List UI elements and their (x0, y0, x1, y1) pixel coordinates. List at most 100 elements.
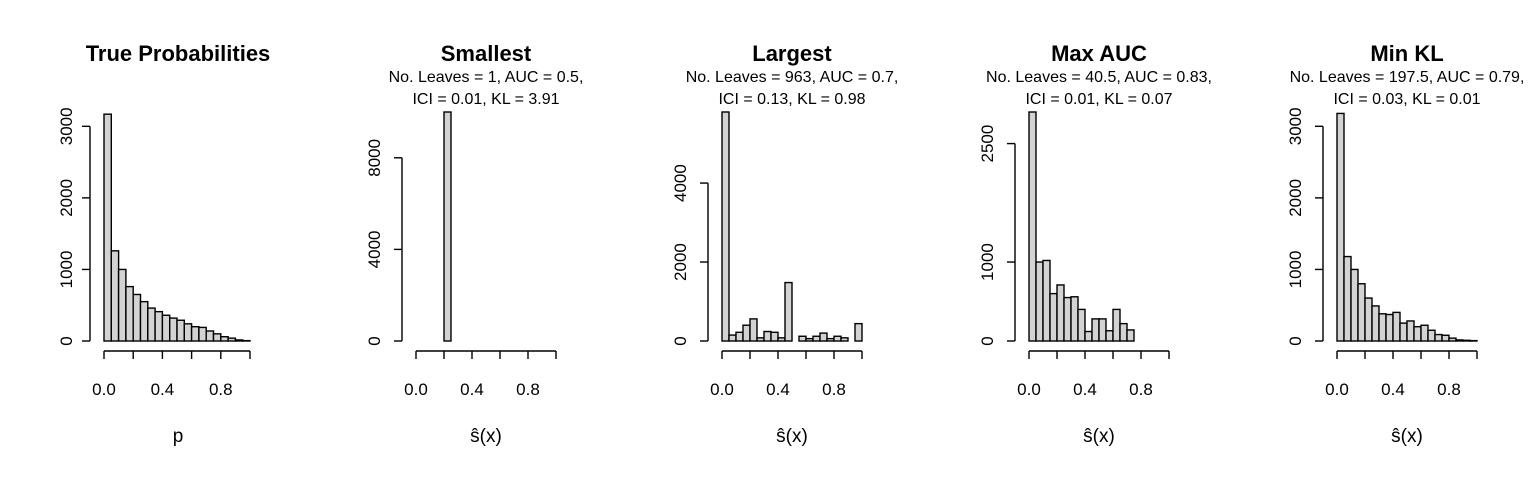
histogram-bar (749, 318, 758, 342)
histogram-bar (777, 337, 786, 342)
panel-title: True Probabilities (86, 41, 271, 66)
histogram-bar (756, 337, 765, 342)
y-tick-label: 2000 (1286, 179, 1305, 217)
panel-subtitle-line: No. Leaves = 197.5, AUC = 0.79, (1290, 69, 1525, 86)
y-tick-label: 0 (671, 336, 690, 345)
histogram-bar (798, 335, 807, 342)
histogram-bar (742, 324, 751, 342)
y-tick-label: 1000 (1286, 251, 1305, 289)
histogram-bar (784, 281, 793, 342)
histogram-bar (1462, 339, 1471, 342)
panel-subtitle-line: No. Leaves = 1, AUC = 0.5, (389, 69, 584, 86)
histogram-bar (139, 300, 149, 342)
y-tick-label: 4000 (671, 164, 690, 202)
chart-panel-4: Max AUC No. Leaves = 40.5, AUC = 0.83, ICI… (978, 41, 1212, 447)
histogram-bar (1056, 284, 1065, 342)
x-tick-label: 0.0 (1325, 380, 1349, 399)
histogram-bar (1105, 330, 1114, 342)
y-tick-label: 8000 (365, 139, 384, 177)
histogram-bar (721, 111, 730, 342)
chart-panel-5: Min KL No. Leaves = 197.5, AUC = 0.79, ICI… (1286, 41, 1524, 447)
histogram-bar (234, 339, 244, 342)
x-tick-label: 0.4 (460, 380, 484, 399)
panel-title: Max AUC (1051, 41, 1147, 66)
histogram-bar (1042, 259, 1051, 342)
x-tick-label: 0.8 (1437, 380, 1461, 399)
histogram-bar (212, 333, 222, 342)
histogram-bar (1385, 313, 1394, 342)
x-axis-label: ŝ(x) (1391, 426, 1423, 447)
histogram-bar (103, 113, 113, 342)
y-tick-label: 4000 (365, 230, 384, 268)
y-tick-label: 1000 (978, 243, 997, 281)
histogram-bar (735, 331, 744, 342)
histogram-bar (1063, 296, 1072, 342)
histogram-bar (132, 293, 142, 342)
x-axis-label: ŝ(x) (470, 426, 502, 447)
panel-subtitle-line: No. Leaves = 963, AUC = 0.7, (686, 69, 899, 86)
histogram-bar (728, 334, 737, 342)
panel-title: Min KL (1370, 41, 1443, 66)
histogram-bar (1434, 333, 1443, 342)
y-tick-label: 1000 (57, 251, 76, 289)
histogram-bar (812, 335, 821, 342)
histogram-bar (227, 337, 237, 342)
x-axis-label: ŝ(x) (776, 426, 808, 447)
histogram-bar (1091, 318, 1100, 342)
histogram-bar (1448, 337, 1457, 342)
histogram-bar (805, 337, 814, 342)
histogram-bar (1357, 283, 1366, 342)
histogram-bar (176, 319, 186, 342)
histogram-bar (1420, 324, 1429, 342)
histogram-bar (147, 307, 156, 342)
histogram-bar (1406, 320, 1415, 342)
histogram-bar (1371, 305, 1380, 342)
histogram-bar (117, 268, 127, 342)
histogram-bar (1070, 296, 1079, 342)
x-tick-label: 0.4 (151, 380, 175, 399)
y-tick-label: 0 (978, 336, 997, 345)
x-tick-label: 0.4 (766, 380, 790, 399)
histogram-bar (190, 325, 200, 342)
y-tick-label: 0 (1286, 336, 1305, 345)
panel-subtitle-line: ICI = 0.01, KL = 3.91 (412, 91, 559, 108)
y-tick-label: 0 (365, 336, 384, 345)
histogram-bar (1084, 330, 1093, 342)
histogram-bar (1441, 334, 1450, 342)
panel-subtitle-line: No. Leaves = 40.5, AUC = 0.83, (986, 69, 1212, 86)
histogram-bar (840, 337, 849, 342)
chart-panel-2: Smallest No. Leaves = 1, AUC = 0.5, ICI = … (365, 41, 583, 447)
x-tick-label: 0.4 (1381, 380, 1405, 399)
histogram-bar (854, 322, 863, 342)
y-tick-label: 3000 (1286, 107, 1305, 145)
panel-subtitle-line: ICI = 0.01, KL = 0.07 (1025, 91, 1172, 108)
x-tick-label: 0.8 (822, 380, 846, 399)
x-tick-label: 0.8 (209, 380, 233, 399)
histogram-bar (1126, 329, 1135, 342)
histogram-bar (1392, 311, 1401, 342)
x-axis-label: ŝ(x) (1083, 426, 1115, 447)
histogram-bar (770, 331, 779, 342)
x-tick-label: 0.0 (404, 380, 428, 399)
y-tick-label: 2000 (671, 243, 690, 281)
chart-panel-1: True Probabilities 0 1000 2000 3000 0.0 0.4 0.8… (57, 41, 270, 447)
histogram-bar (819, 332, 828, 342)
x-tick-label: 0.8 (1129, 380, 1153, 399)
histogram-bar (205, 330, 215, 342)
histogram-bar (1077, 308, 1086, 342)
histogram-bar (1455, 339, 1464, 342)
histogram-bar (161, 314, 171, 342)
x-tick-label: 0.0 (1017, 380, 1041, 399)
histogram-bar (154, 310, 164, 342)
histogram-bar (1049, 292, 1058, 342)
histogram-bar (763, 330, 772, 342)
panel-subtitle-line: ICI = 0.03, KL = 0.01 (1333, 91, 1480, 108)
histogram-bar (183, 323, 193, 342)
x-tick-label: 0.4 (1073, 380, 1097, 399)
y-tick-label: 0 (57, 336, 76, 345)
x-tick-label: 0.0 (710, 380, 734, 399)
histogram-bar (1035, 261, 1044, 342)
histogram-bar (1336, 112, 1345, 342)
panel-subtitle-line: ICI = 0.13, KL = 0.98 (718, 91, 865, 108)
